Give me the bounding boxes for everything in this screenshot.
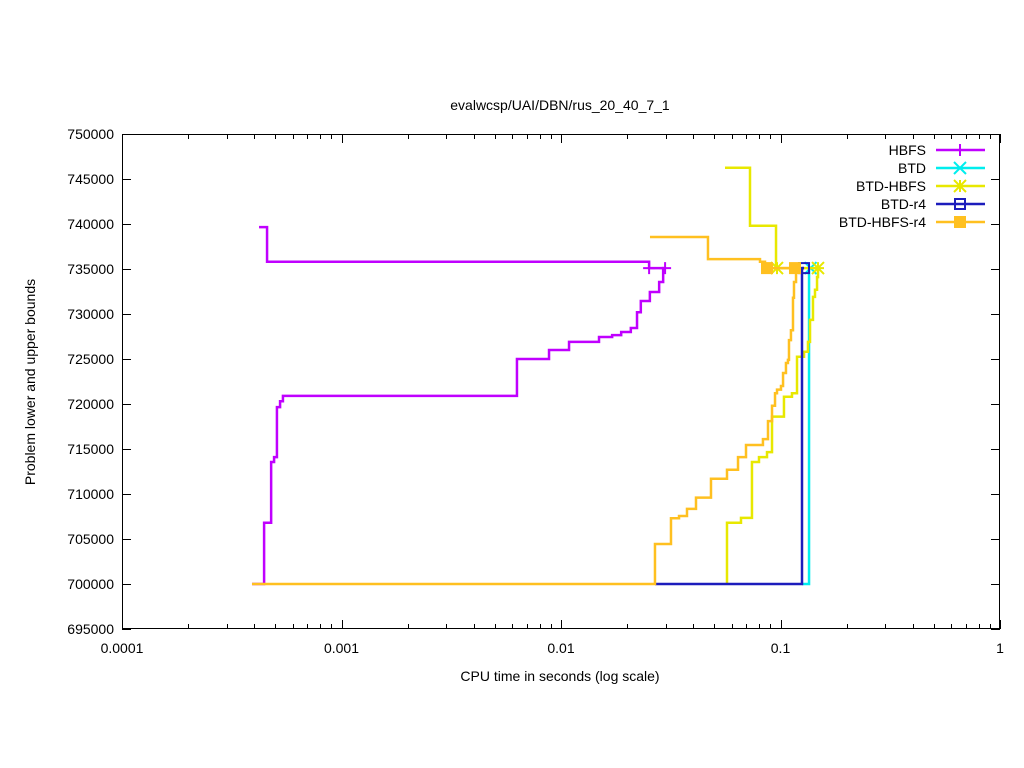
upper-bound-line (725, 166, 819, 270)
series-btd (802, 261, 818, 586)
y-tick-label: 725000 (67, 351, 114, 367)
lower-bound-line (725, 268, 820, 584)
y-tick-label: 730000 (67, 306, 114, 322)
series-hbfs (251, 225, 672, 586)
legend-marker (954, 144, 966, 156)
y-tick-label: 715000 (67, 441, 114, 457)
legend-entry: BTD-HBFS (856, 178, 985, 194)
legend-label: BTD (898, 160, 926, 176)
data-point-marker (788, 262, 801, 275)
x-tick-label: 0.0001 (101, 640, 144, 656)
y-axis-label: Problem lower and upper bounds (22, 279, 38, 485)
legend-marker (954, 198, 966, 210)
legend-label: BTD-HBFS-r4 (839, 214, 926, 230)
legend-marker (953, 161, 967, 175)
y-tick-label: 750000 (67, 126, 114, 142)
legend-entry: BTD-r4 (881, 196, 985, 212)
data-point-marker (761, 262, 774, 275)
y-tick-label: 740000 (67, 216, 114, 232)
data-point-marker (643, 262, 656, 275)
legend-label: BTD-HBFS (856, 178, 926, 194)
series-layer (251, 166, 825, 586)
y-tick-label: 705000 (67, 531, 114, 547)
legend-entry: BTD-HBFS-r4 (839, 214, 985, 230)
y-tick-label: 710000 (67, 486, 114, 502)
ticks-layer: 0.0001 0.001 0.01 0.1 1 695000 700000 705000 710… (67, 126, 1004, 656)
x-tick-label: 0.01 (547, 640, 574, 656)
lower-bound-line (802, 266, 811, 586)
x-tick-label: 0.001 (324, 640, 359, 656)
legend-marker (953, 179, 967, 193)
legend-entry: BTD (898, 160, 985, 176)
y-tick-label: 700000 (67, 576, 114, 592)
y-tick-label: 735000 (67, 261, 114, 277)
y-tick-label: 695000 (67, 621, 114, 637)
data-point-marker (811, 261, 825, 275)
upper-bound-line (259, 225, 666, 270)
plot-border (122, 134, 1000, 629)
x-tick-label: 1 (996, 640, 1004, 656)
lower-bound-line (251, 268, 798, 586)
legend-label: BTD-r4 (881, 196, 926, 212)
legend-label: HBFS (889, 142, 926, 158)
series-btd-r4 (654, 262, 811, 586)
y-tick-label: 745000 (67, 171, 114, 187)
series-btd-hbfs-r4 (251, 235, 801, 586)
lower-bound-line (251, 266, 666, 586)
x-axis-label: CPU time in seconds (log scale) (460, 668, 659, 684)
chart-title: evalwcsp/UAI/DBN/rus_20_40_7_1 (450, 97, 670, 113)
data-point-marker (659, 262, 672, 275)
y-tick-label: 720000 (67, 396, 114, 412)
lower-bound-line (654, 266, 805, 586)
x-tick-label: 0.1 (771, 640, 791, 656)
legend: HBFS BTD BTD-HBFS BTD-r4 BTD-HBFS-r4 (839, 142, 985, 230)
legend-entry: HBFS (889, 142, 985, 158)
legend-marker (954, 216, 966, 228)
